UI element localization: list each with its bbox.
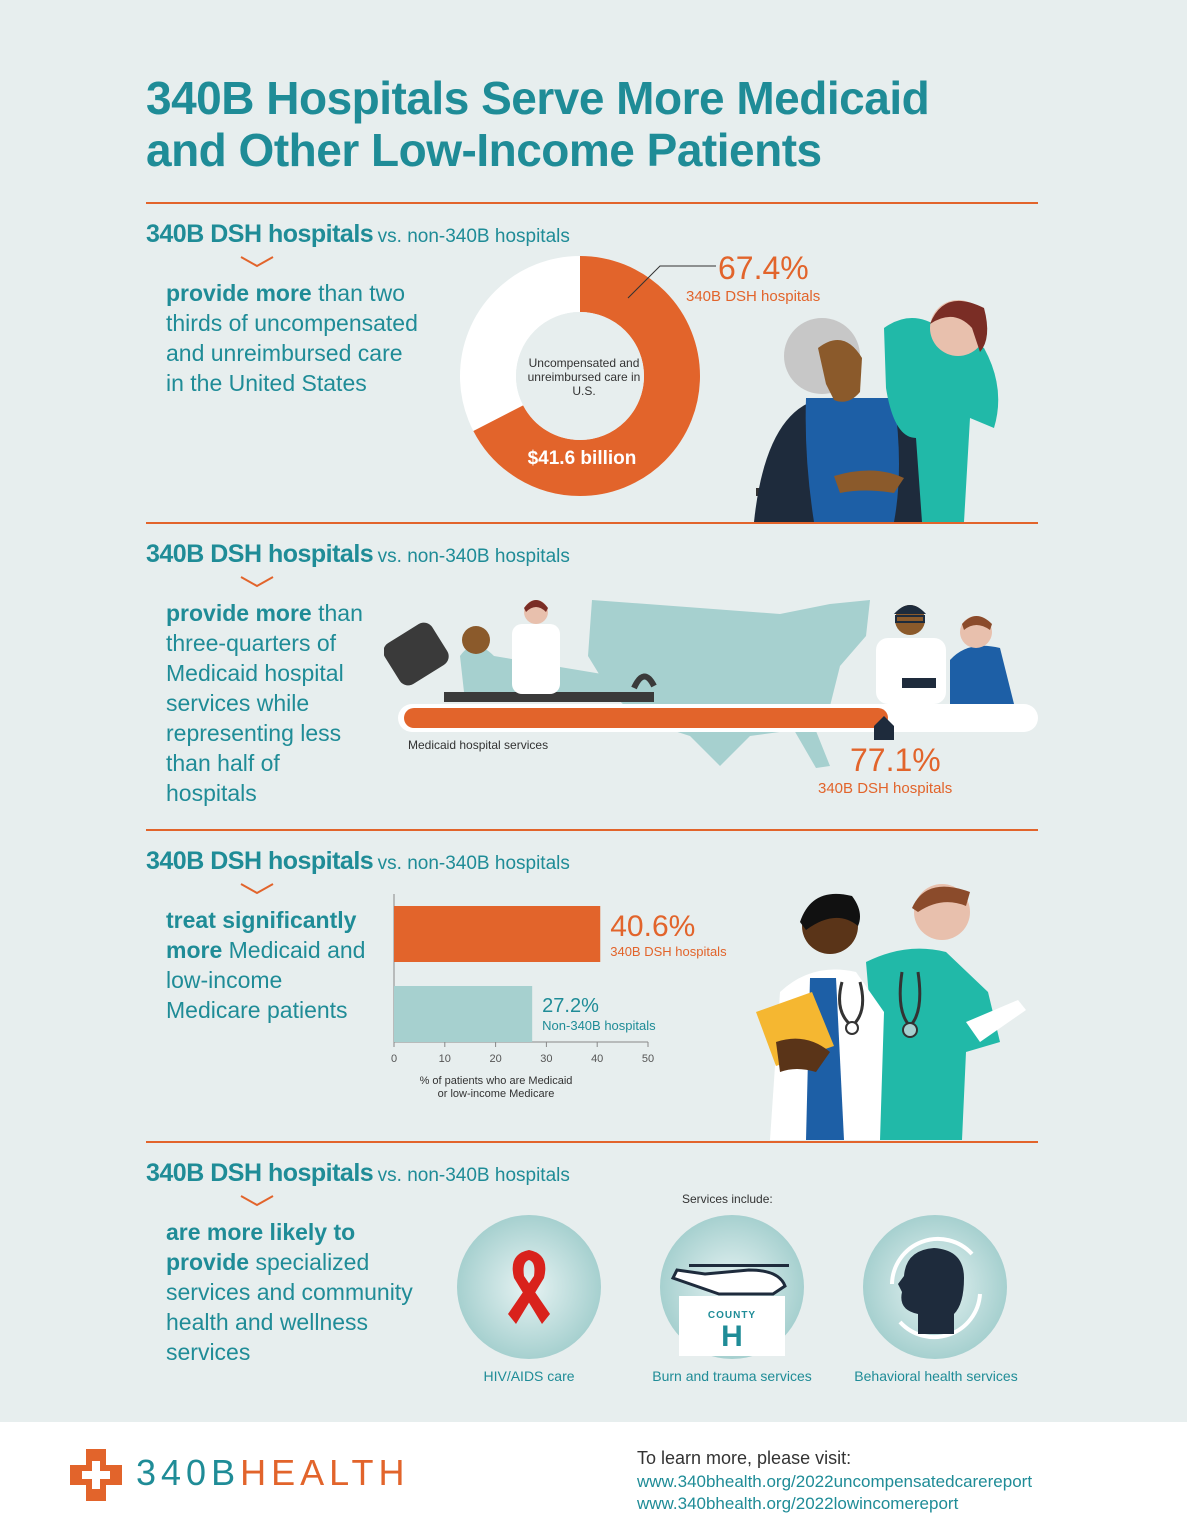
x-tick-label-5: 50 [642, 1053, 654, 1065]
service-label-hiv: HIV/AIDS care [483, 1368, 575, 1384]
divider [146, 202, 1038, 204]
divider [146, 1141, 1038, 1143]
helicopter-hospital-icon [660, 1215, 804, 1359]
donut-chart [460, 256, 700, 496]
section2-pct: 77.1% [850, 742, 941, 778]
chevron-down-icon [240, 576, 274, 588]
bar-category-label-1: Non-340B hospitals [542, 1018, 656, 1033]
x-tick-label-1: 10 [439, 1053, 451, 1065]
service-label-behavioral: Behavioral health services [854, 1368, 1018, 1384]
x-tick-label-3: 30 [540, 1053, 552, 1065]
section1-pct-label: 340B DSH hospitals [686, 288, 821, 305]
donut-share-arc [460, 256, 700, 496]
donut-center-label: Uncompensated and unreimbursed care in U… [527, 356, 641, 398]
nurse-patient-illustration [754, 300, 999, 522]
bar-category-label-0: 340B DSH hospitals [610, 944, 727, 959]
bar-1 [394, 986, 533, 1042]
section1-body: provide more than two thirds of uncompen… [166, 280, 418, 396]
title-line-1: 340B Hospitals Serve More Medicaid [146, 72, 930, 124]
doctor-consult-illustration [876, 605, 1014, 704]
county-sign-text: COUNTY [707, 1310, 757, 1321]
x-tick-label-4: 40 [591, 1053, 603, 1065]
report-link-2[interactable]: www.340bhealth.org/2022lowincomereport [637, 1494, 959, 1513]
section3-heading: 340B DSH hospitals vs. non-340B hospital… [146, 847, 570, 875]
section3-body: treat significantly more Medicaid and lo… [166, 907, 366, 1023]
learn-more-text: To learn more, please visit: [637, 1448, 852, 1468]
section4-heading: 340B DSH hospitals vs. non-340B hospital… [146, 1159, 570, 1187]
section2-body: provide more than three-quarters of Medi… [166, 600, 363, 806]
bar-value-label-0: 40.6% [610, 910, 695, 943]
divider [146, 522, 1038, 524]
services-title: Services include: [682, 1192, 773, 1206]
chevron-down-icon [240, 883, 274, 895]
donut-hole [516, 312, 644, 440]
x-tick-label-2: 20 [489, 1053, 501, 1065]
report-link-1[interactable]: www.340bhealth.org/2022uncompensatedcare… [637, 1472, 1033, 1491]
head-icon [863, 1215, 1007, 1359]
bar-marker-icon [874, 716, 895, 740]
bar-0 [394, 906, 601, 962]
section2-pct-label: 340B DSH hospitals [818, 780, 953, 797]
title-line-2: and Other Low-Income Patients [146, 124, 822, 176]
medicaid-bar-fill [404, 708, 889, 728]
section1-pct: 67.4% [718, 250, 809, 286]
callout-line [627, 265, 716, 299]
x-tick-label-0: 0 [391, 1053, 397, 1065]
patients-bar-chart: 40.6%340B DSH hospitals 27.2%Non-340B hos… [391, 894, 727, 1100]
footer [0, 1422, 1187, 1536]
hospital-bed-illustration [384, 600, 657, 702]
logo-wordmark: 340BHEALTH [136, 1452, 410, 1493]
service-label-burn: Burn and trauma services [652, 1368, 812, 1384]
medicaid-bar-label: Medicaid hospital services [408, 738, 549, 752]
donut-amount: $41.6 billion [527, 448, 637, 469]
ribbon-icon [457, 1215, 601, 1359]
chevron-down-icon [240, 256, 274, 268]
county-sign-letter: H [721, 1320, 743, 1353]
doctors-illustration [756, 884, 1026, 1140]
bar-value-label-1: 27.2% [542, 995, 599, 1017]
section2-heading: 340B DSH hospitals vs. non-340B hospital… [146, 540, 570, 568]
x-axis-title-line-2: or low-income Medicare [438, 1088, 555, 1100]
page-title: 340B Hospitals Serve More Medicaid and O… [146, 72, 1046, 176]
logo-cross-icon [70, 1449, 122, 1501]
x-axis-title-line-1: % of patients who are Medicaid [420, 1075, 573, 1087]
chevron-down-icon [240, 1195, 274, 1207]
section1-heading: 340B DSH hospitals vs. non-340B hospital… [146, 220, 570, 248]
section4-body: are more likely to provide specialized s… [166, 1219, 413, 1365]
divider [146, 829, 1038, 831]
